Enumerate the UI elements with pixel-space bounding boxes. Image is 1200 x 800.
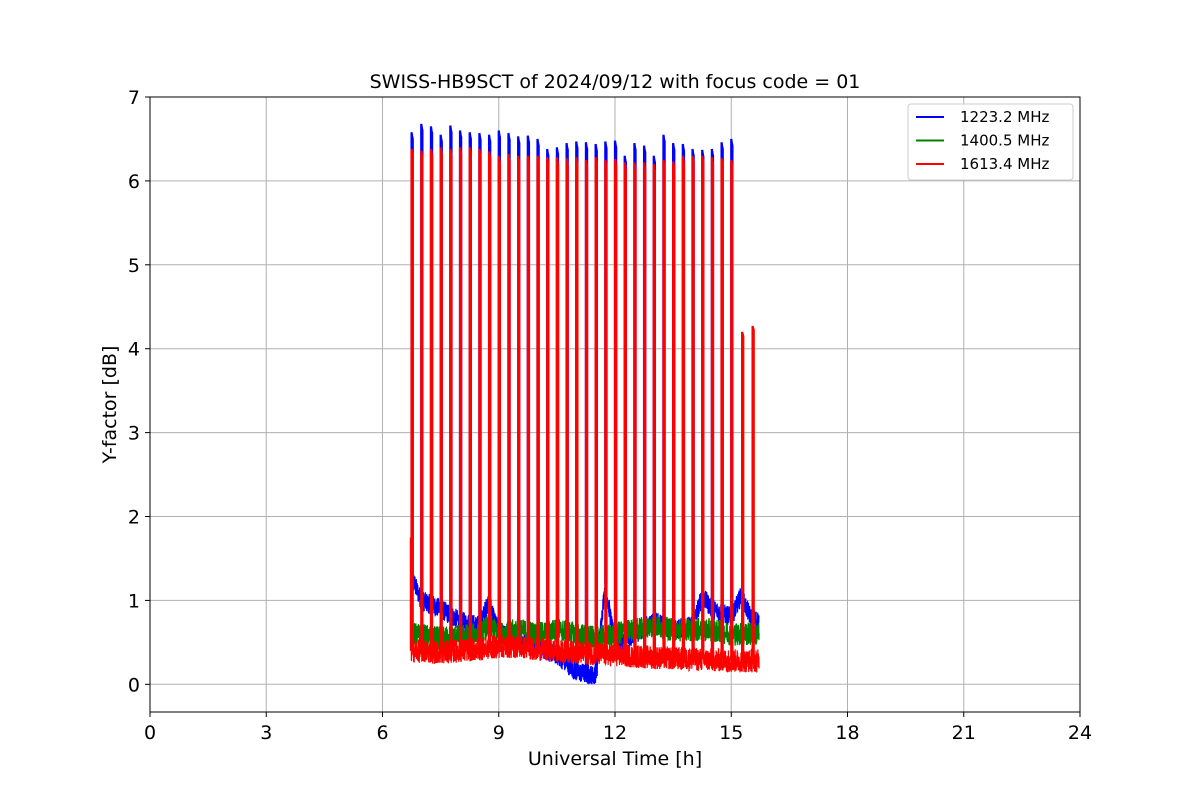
calibration-pulse xyxy=(701,155,705,660)
calibration-pulse xyxy=(672,161,676,659)
y-tick-label: 2 xyxy=(128,507,140,529)
y-tick-label: 5 xyxy=(128,255,140,277)
calibration-pulse xyxy=(526,155,531,648)
x-axis-label: Universal Time [h] xyxy=(528,748,702,770)
x-tick-label: 9 xyxy=(493,722,505,744)
calibration-pulse xyxy=(410,148,414,651)
calibration-pulse xyxy=(487,151,492,648)
calibration-pulse xyxy=(546,157,550,650)
x-tick-label: 12 xyxy=(603,722,627,744)
y-axis-label: Y-factor [dB] xyxy=(99,346,121,465)
calibration-pulse xyxy=(720,158,724,661)
legend: 1223.2 MHz 1400.5 MHz 1613.4 MHz xyxy=(907,103,1074,181)
calibration-pulse xyxy=(633,162,637,657)
calibration-pulse xyxy=(507,153,511,647)
chart-title: SWISS-HB9SCT of 2024/09/12 with focus co… xyxy=(370,71,861,93)
calibration-pulse xyxy=(429,148,434,652)
calibration-pulse xyxy=(478,148,482,650)
calibration-pulse xyxy=(439,147,443,653)
y-tick-label: 6 xyxy=(128,171,140,193)
calibration-pulse xyxy=(536,155,540,650)
y-tick-label: 0 xyxy=(128,674,140,696)
calibration-pulse xyxy=(565,158,569,652)
y-tick-label: 7 xyxy=(128,87,140,109)
calibration-pulse xyxy=(420,150,424,652)
x-tick-label: 21 xyxy=(952,722,976,744)
calibration-pulse xyxy=(517,155,521,647)
y-tick-label: 4 xyxy=(128,339,140,361)
calibration-pulse xyxy=(681,155,686,659)
calibration-pulse xyxy=(623,162,627,656)
calibration-pulse xyxy=(449,148,453,652)
legend-entry: 1223.2 MHz xyxy=(960,108,1049,126)
calibration-pulse xyxy=(710,157,715,660)
calibration-pulse xyxy=(584,159,589,654)
x-tick-label: 0 xyxy=(144,722,156,744)
calibration-pulse xyxy=(458,147,463,651)
calibration-pulse xyxy=(497,155,502,647)
series-1613-4-mhz xyxy=(410,147,760,673)
x-tick-label: 24 xyxy=(1068,722,1092,744)
legend-box xyxy=(907,103,1074,181)
calibration-pulse xyxy=(691,155,695,660)
x-tick-label: 6 xyxy=(376,722,388,744)
calibration-pulse xyxy=(662,159,666,658)
calibration-pulse xyxy=(555,157,560,651)
calibration-pulse xyxy=(575,157,579,653)
calibration-pulse xyxy=(741,331,745,661)
y-tick-label: 3 xyxy=(128,423,140,445)
calibration-pulse xyxy=(468,147,472,650)
legend-entry: 1400.5 MHz xyxy=(960,132,1049,150)
calibration-pulse xyxy=(604,159,608,655)
y-tick-label: 1 xyxy=(128,590,140,612)
calibration-pulse xyxy=(594,157,598,654)
x-tick-label: 15 xyxy=(719,722,743,744)
x-tick-label: 18 xyxy=(835,722,859,744)
legend-entry: 1613.4 MHz xyxy=(960,155,1049,173)
calibration-pulse xyxy=(751,325,755,661)
x-tick-label: 3 xyxy=(260,722,272,744)
calibration-pulse xyxy=(642,162,647,657)
calibration-pulse xyxy=(613,158,618,655)
calibration-pulse xyxy=(652,163,657,658)
plot-area xyxy=(409,123,760,685)
calibration-pulse xyxy=(730,159,734,661)
